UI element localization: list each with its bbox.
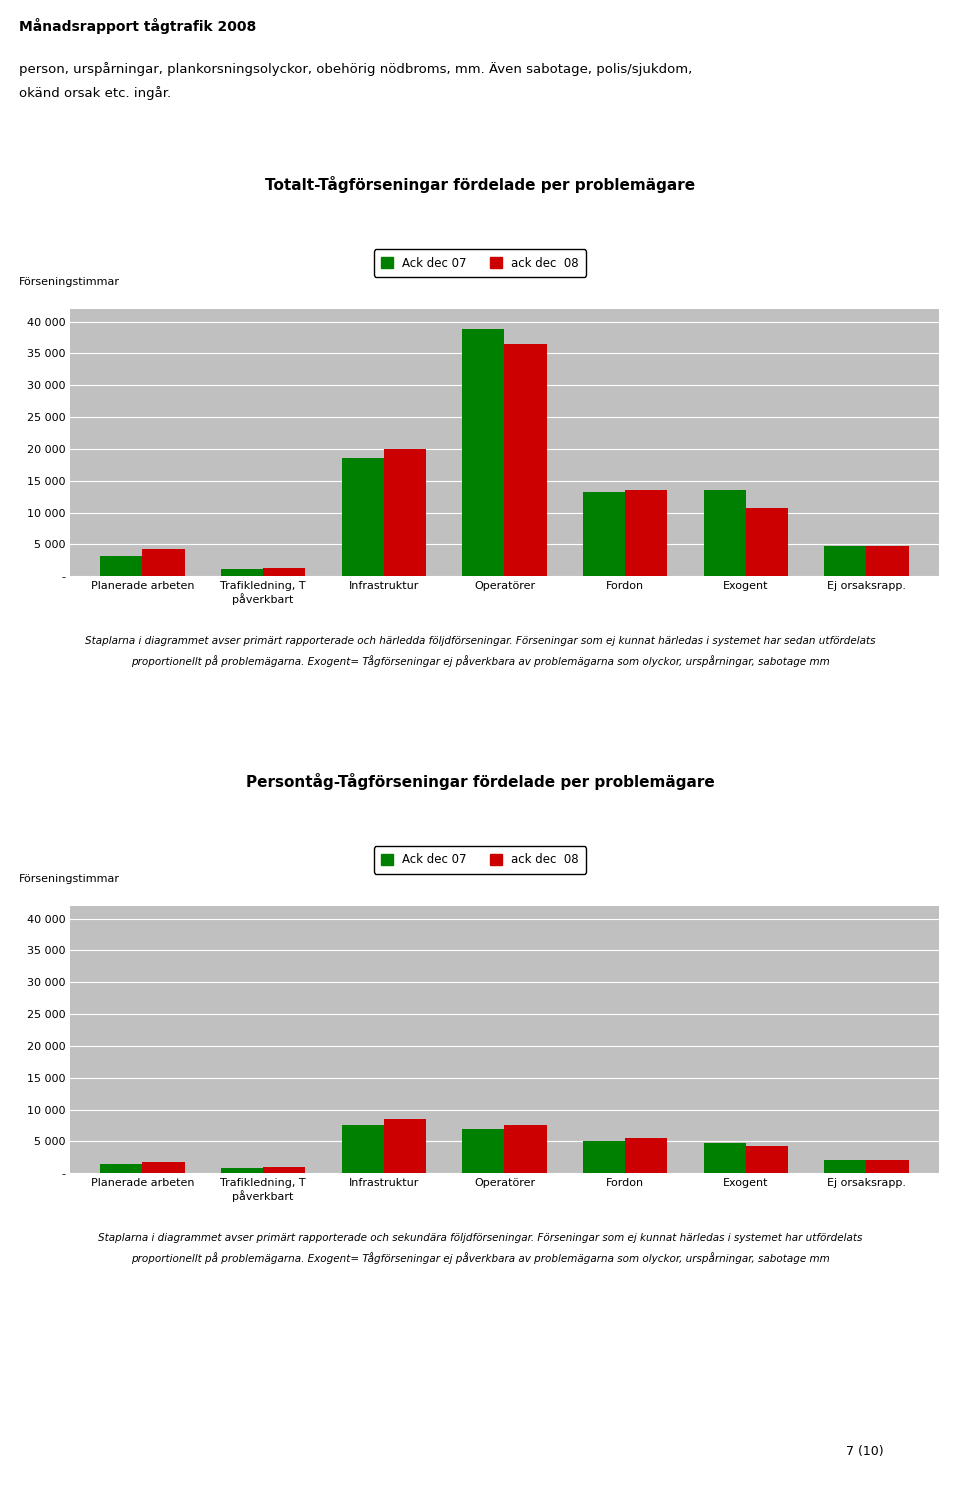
Bar	[505, 1126, 546, 1173]
Bar	[825, 546, 867, 576]
Bar	[625, 490, 667, 576]
Text: Förseningstimmar: Förseningstimmar	[19, 278, 120, 287]
Bar	[263, 567, 305, 576]
Bar	[704, 1143, 746, 1173]
Bar	[142, 1163, 184, 1173]
Bar	[825, 1160, 867, 1173]
Text: Staplarna i diagrammet avser primärt rapporterade och sekundära följdförseningar: Staplarna i diagrammet avser primärt rap…	[98, 1233, 862, 1243]
Bar	[625, 1138, 667, 1173]
Bar	[384, 1120, 426, 1173]
Legend: Ack dec 07, ack dec  08: Ack dec 07, ack dec 08	[373, 846, 587, 873]
Bar	[583, 1142, 625, 1173]
Legend: Ack dec 07, ack dec  08: Ack dec 07, ack dec 08	[373, 249, 587, 276]
Bar	[583, 492, 625, 576]
Bar	[867, 546, 909, 576]
Bar	[342, 1126, 384, 1173]
Bar	[746, 508, 788, 576]
Bar	[704, 490, 746, 576]
Bar	[100, 555, 142, 576]
Text: proportionellt på problemägarna. Exogent= Tågförseningar ej påverkbara av proble: proportionellt på problemägarna. Exogent…	[131, 1252, 829, 1264]
Bar	[463, 1129, 505, 1173]
Bar	[867, 1160, 909, 1173]
Bar	[142, 549, 184, 576]
Text: person, urspårningar, plankorsningsolyckor, obehörig nödbroms, mm. Även sabotage: person, urspårningar, plankorsningsolyck…	[19, 62, 692, 76]
Bar	[221, 569, 263, 576]
Text: Förseningstimmar: Förseningstimmar	[19, 875, 120, 884]
Bar	[100, 1164, 142, 1173]
Bar	[221, 1169, 263, 1173]
Text: Månadsrapport tågtrafik 2008: Månadsrapport tågtrafik 2008	[19, 18, 256, 34]
Text: proportionellt på problemägarna. Exogent= Tågförseningar ej påverkbara av proble: proportionellt på problemägarna. Exogent…	[131, 655, 829, 667]
Text: Totalt-Tågförseningar fördelade per problemägare: Totalt-Tågförseningar fördelade per prob…	[265, 177, 695, 193]
Text: Persontåg-Tågförseningar fördelade per problemägare: Persontåg-Tågförseningar fördelade per p…	[246, 774, 714, 790]
Text: 7 (10): 7 (10)	[846, 1445, 883, 1458]
Bar	[263, 1167, 305, 1173]
Text: Staplarna i diagrammet avser primärt rapporterade och härledda följdförseningar.: Staplarna i diagrammet avser primärt rap…	[84, 636, 876, 646]
Bar	[463, 330, 505, 576]
Bar	[746, 1146, 788, 1173]
Bar	[505, 345, 546, 576]
Text: okänd orsak etc. ingår.: okänd orsak etc. ingår.	[19, 86, 171, 99]
Bar	[384, 448, 426, 576]
Bar	[342, 459, 384, 576]
